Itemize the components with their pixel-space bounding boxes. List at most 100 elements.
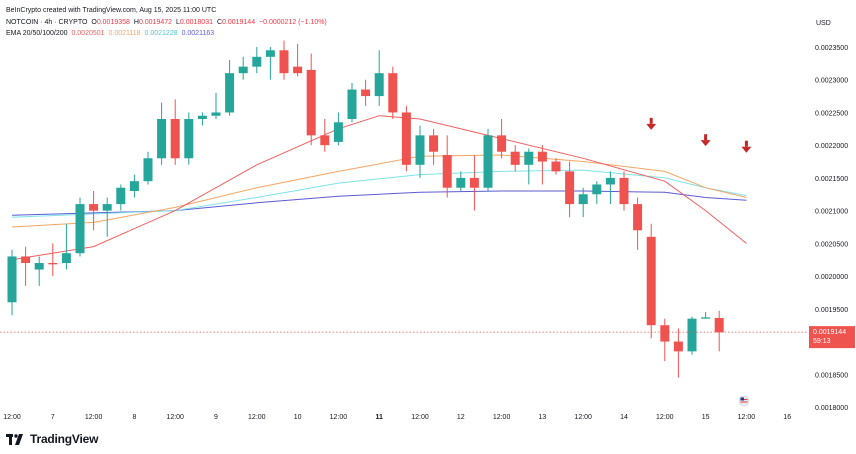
- candle-down: [21, 256, 31, 263]
- candle-down: [510, 151, 520, 165]
- candle-down: [551, 161, 561, 172]
- x-tick-label: 16: [783, 414, 791, 421]
- x-tick-label: 12:00: [656, 414, 674, 421]
- candle-down: [537, 151, 547, 162]
- tradingview-logo-icon: [6, 433, 23, 445]
- x-tick-label: 13: [539, 414, 547, 421]
- brand-name: TradingView: [30, 432, 99, 446]
- x-tick-label: 12:00: [738, 414, 756, 421]
- credit-text: BeInCrypto created with TradingView.com,…: [6, 7, 217, 14]
- x-tick-label: 7: [51, 414, 55, 421]
- candle-up: [333, 122, 343, 142]
- down-arrow-icon: [704, 134, 708, 141]
- ohlc-legend: NOTCOIN · 4h · CRYPTO O0.0019358 H0.0019…: [6, 18, 329, 27]
- y-tick-label: 0.0022500: [815, 110, 848, 117]
- x-tick-label: 9: [214, 414, 218, 421]
- symbol-label: NOTCOIN · 4h · CRYPTO: [6, 19, 88, 26]
- x-tick-label: 12:00: [574, 414, 592, 421]
- ema-legend[interactable]: EMA 20/50/100/200 0.0020501 0.0021118 0.…: [6, 29, 216, 38]
- candle-down: [361, 89, 371, 97]
- x-tick-label: 8: [132, 414, 136, 421]
- candle-down: [170, 119, 180, 159]
- open-key: O: [91, 19, 97, 26]
- x-tick-label: 15: [702, 414, 710, 421]
- x-tick-label: 12:00: [330, 414, 348, 421]
- ema50-value: 0.0021118: [108, 30, 141, 37]
- last-price-tag: [809, 326, 855, 349]
- candle-up: [578, 194, 588, 205]
- candle-down: [714, 317, 724, 333]
- y-tick-label: 0.0020000: [815, 274, 848, 281]
- ema20-line: [11, 115, 747, 261]
- candle-up: [524, 151, 534, 165]
- ema20-value: 0.0020501: [71, 30, 105, 37]
- down-arrow-icon: [741, 146, 752, 153]
- candle-up: [7, 256, 17, 303]
- y-tick-label: 0.0018500: [815, 372, 848, 379]
- change-value: −0.0000212 (−1.10%): [259, 19, 327, 26]
- currency-label[interactable]: USD: [816, 20, 831, 27]
- ema100-value: 0.0021228: [144, 30, 178, 37]
- countdown-label: 59:13: [813, 338, 831, 345]
- candle-down: [633, 204, 643, 231]
- low-value: 0.0018031: [179, 19, 213, 26]
- candle-up: [238, 66, 248, 74]
- close-key: C: [216, 19, 222, 26]
- ema-label: EMA 20/50/100/200: [6, 30, 68, 37]
- candle-up: [197, 115, 207, 119]
- candle-up: [687, 318, 697, 352]
- x-tick-label: 12:00: [85, 414, 103, 421]
- candle-down: [293, 66, 303, 74]
- ema200-value: 0.0021163: [181, 30, 215, 37]
- candle-down: [660, 325, 670, 342]
- candle-down: [89, 204, 99, 211]
- down-arrow-icon: [744, 140, 748, 147]
- x-tick-label: 12:00: [3, 414, 21, 421]
- candle-down: [619, 177, 629, 205]
- candle-up: [211, 112, 221, 116]
- candle-up: [184, 119, 194, 159]
- candle-up: [157, 119, 167, 159]
- x-tick-label: 12:00: [493, 414, 511, 421]
- tradingview-logo[interactable]: TradingView: [6, 432, 98, 446]
- candle-down: [646, 236, 656, 326]
- y-tick-label: 0.0023000: [815, 78, 848, 85]
- candle-up: [129, 181, 139, 191]
- candle-up: [34, 263, 44, 270]
- candle-up: [701, 317, 711, 319]
- y-tick-label: 0.0019500: [815, 307, 848, 314]
- candle-up: [456, 177, 466, 188]
- x-tick-label: 12: [457, 414, 465, 421]
- us-flag-icon: [740, 401, 748, 403]
- high-value: 0.0019472: [138, 19, 173, 26]
- candle-up: [347, 89, 357, 119]
- close-value: 0.0019144: [222, 19, 256, 26]
- down-arrow-icon: [700, 140, 711, 147]
- down-arrow-icon: [649, 117, 653, 124]
- candle-up: [374, 73, 384, 97]
- candle-up: [265, 50, 275, 57]
- y-tick-label: 0.0021500: [815, 176, 848, 183]
- x-tick-label: 12:00: [411, 414, 429, 421]
- credit-line: BeInCrypto created with TradingView.com,…: [6, 6, 218, 15]
- high-key: H: [133, 19, 139, 26]
- candle-down: [497, 135, 507, 152]
- candle-up: [102, 204, 112, 211]
- candle-down: [565, 171, 575, 205]
- ema200-line: [11, 190, 747, 216]
- down-arrow-icon: [646, 123, 657, 130]
- candle-down: [48, 263, 58, 265]
- x-tick-label: 11: [375, 414, 383, 421]
- y-tick-label: 0.0020500: [815, 241, 848, 248]
- candle-up: [116, 187, 126, 205]
- candle-down: [469, 177, 479, 188]
- candle-up: [252, 56, 262, 67]
- y-tick-label: 0.0021000: [815, 209, 848, 216]
- candle-down: [279, 50, 289, 74]
- y-tick-label: 0.0018000: [815, 405, 848, 412]
- x-tick-label: 10: [294, 414, 302, 421]
- candle-down: [401, 112, 411, 165]
- candle-up: [415, 135, 425, 165]
